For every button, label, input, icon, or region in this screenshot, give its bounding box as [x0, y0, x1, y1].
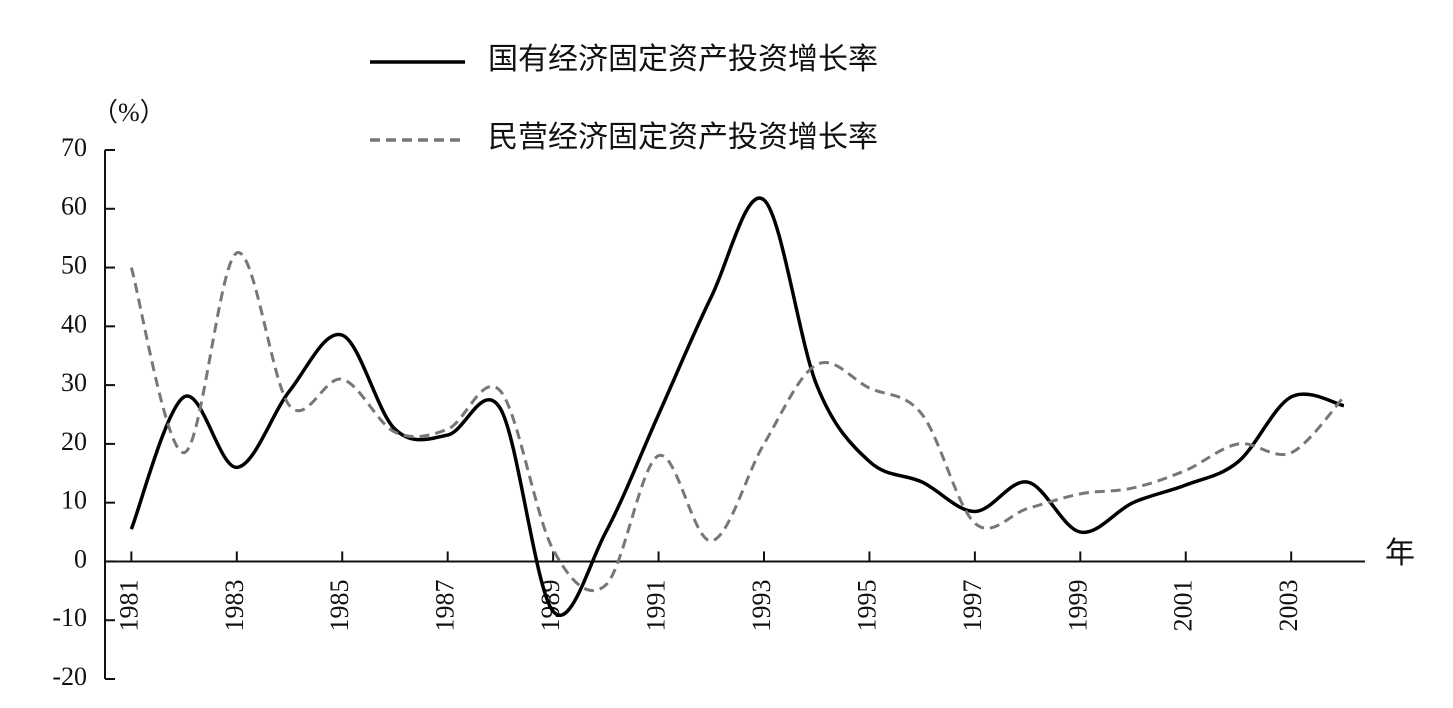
y-tick-label: 20	[61, 427, 87, 456]
x-tick-label: 1991	[642, 579, 671, 631]
y-tick-label: 40	[61, 309, 87, 338]
y-axis-label: （%）	[92, 98, 166, 127]
x-tick-label: 1985	[325, 579, 354, 631]
x-tick-label: 2001	[1169, 579, 1198, 631]
x-tick-label: 2003	[1274, 579, 1303, 631]
x-tick-label: 1999	[1063, 579, 1092, 631]
y-tick-label: 60	[61, 192, 87, 221]
series-line	[129, 196, 1345, 617]
x-tick-label: 1997	[958, 579, 987, 631]
x-axis-label: 年	[1385, 537, 1415, 570]
y-tick-label: -20	[52, 662, 87, 691]
x-tick-label: 1987	[431, 579, 460, 631]
series-line	[129, 251, 1346, 592]
y-tick-label: 70	[61, 133, 87, 162]
y-tick-label: 30	[61, 368, 87, 397]
y-tick-label: -10	[52, 603, 87, 632]
x-tick-label: 1993	[747, 579, 776, 631]
legend-label: 国有经济固定资产投资增长率	[488, 43, 878, 76]
y-tick-label: 50	[61, 251, 87, 280]
x-tick-label: 1995	[852, 579, 881, 631]
y-tick-label: 0	[74, 544, 87, 573]
y-tick-label: 10	[61, 486, 87, 515]
legend-label: 民营经济固定资产投资增长率	[488, 121, 878, 154]
x-tick-label: 1983	[220, 579, 249, 631]
x-tick-label: 1981	[114, 579, 143, 631]
